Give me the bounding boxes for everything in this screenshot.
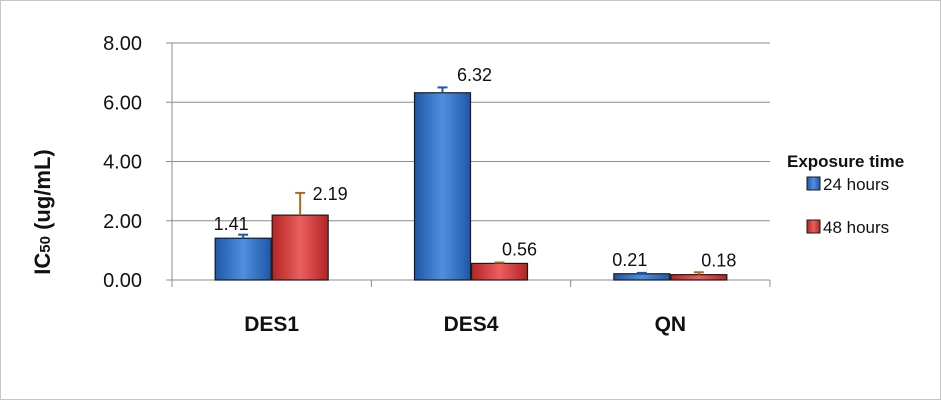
data-label: 0.56 [502, 239, 537, 259]
legend: 24 hours 48 hours [806, 175, 889, 237]
x-tick-label: DES4 [444, 313, 499, 336]
legend-swatch [806, 219, 821, 234]
x-tick-label: QN [655, 313, 687, 336]
data-label: 0.21 [612, 250, 647, 270]
data-label: 0.18 [701, 251, 736, 271]
legend-entry: 48 hours [823, 218, 889, 237]
y-tick-label: 2.00 [103, 211, 142, 233]
legend-entry: 24 hours [823, 175, 889, 194]
bar [271, 214, 329, 281]
bar [470, 262, 529, 281]
bar [413, 92, 472, 281]
data-label: 1.41 [214, 214, 249, 234]
bars [214, 86, 728, 281]
data-label: 2.19 [313, 184, 348, 204]
y-tick-label: 8.00 [103, 33, 142, 55]
y-tick-label: 6.00 [103, 92, 142, 114]
x-tick-label: DES1 [244, 313, 299, 336]
data-label: 6.32 [457, 65, 492, 85]
y-tick-label: 4.00 [103, 152, 142, 174]
y-axis-label: IC50 (ug/mL) [30, 149, 55, 274]
bar [613, 273, 671, 281]
legend-swatch [806, 176, 821, 191]
bar [214, 237, 272, 281]
y-tick-label: 0.00 [103, 270, 142, 292]
bar [670, 274, 728, 281]
labels: 0.00 2.00 4.00 6.00 8.00 DES1 1.41 2.19 DES4 6.32… [103, 33, 736, 336]
legend-title: Exposure time [787, 152, 904, 171]
